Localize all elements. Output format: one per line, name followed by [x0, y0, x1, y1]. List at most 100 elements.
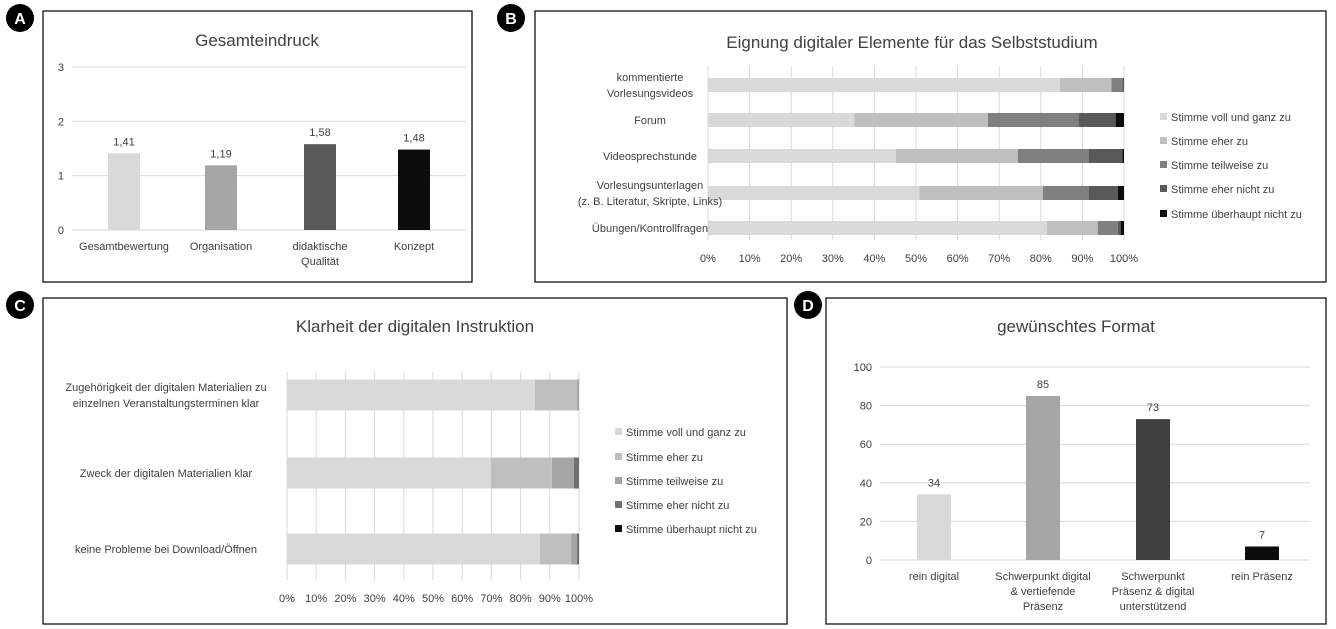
data-label: 1,19: [210, 148, 231, 160]
bar-segment: [1047, 221, 1098, 235]
y-tick-label: Videosprechstunde: [603, 151, 697, 163]
legend-swatch: [1160, 210, 1167, 217]
chart-c-title: Klarheit der digitalen Instruktion: [296, 317, 534, 336]
bar-segment: [708, 78, 1060, 92]
chart-a-title: Gesamteindruck: [195, 31, 319, 50]
x-tick-label: 0%: [700, 253, 716, 265]
x-tick-label: 50%: [905, 253, 927, 265]
bar-segment: [534, 379, 577, 411]
y-tick-label: Übungen/Kontrollfragen: [592, 223, 708, 235]
x-tick-label: rein digital: [909, 571, 959, 583]
bar-segment: [551, 457, 575, 489]
x-tick-label: 30%: [822, 253, 844, 265]
bar: [1026, 395, 1060, 560]
bar-segment: [854, 113, 988, 127]
x-tick-label: 80%: [510, 593, 532, 605]
legend-label: Stimme teilweise zu: [626, 476, 723, 488]
x-tick-label: 100%: [565, 593, 593, 605]
y-tick-label: Zweck der digitalen Materialien klar: [80, 468, 253, 480]
panel-b: [534, 10, 1327, 283]
bar-segment: [1117, 186, 1124, 200]
legend-label: Stimme eher zu: [1171, 136, 1248, 148]
legend-swatch: [615, 501, 622, 508]
bar-segment: [896, 149, 1018, 163]
bar-segment: [571, 533, 577, 565]
y-tick-label: Forum: [634, 115, 666, 127]
legend-swatch: [1160, 185, 1167, 192]
bar-segment: [1042, 186, 1089, 200]
data-label: 1,48: [403, 133, 424, 145]
bar-segment: [1117, 221, 1121, 235]
data-label: 1,58: [309, 127, 330, 139]
bar: [1136, 419, 1170, 560]
panel-a: [42, 10, 473, 283]
badge-b-label: B: [505, 11, 517, 28]
legend-swatch: [1160, 113, 1167, 120]
bar-segment: [287, 533, 540, 565]
bar-segment: [1059, 78, 1112, 92]
data-label: 34: [928, 477, 940, 489]
x-tick-label: 90%: [1071, 253, 1093, 265]
legend-label: Stimme voll und ganz zu: [1171, 112, 1291, 124]
y-tick-label: 20: [860, 516, 872, 528]
x-tick-label: Organisation: [190, 241, 252, 253]
x-tick-label: 20%: [334, 593, 356, 605]
bar-segment: [1097, 221, 1118, 235]
bar-segment: [919, 186, 1043, 200]
y-tick-label: keine Probleme bei Download/Öffnen: [75, 544, 257, 556]
legend-label: Stimme überhaupt nicht zu: [626, 524, 757, 536]
badge-b: B: [497, 4, 525, 32]
y-tick-label: 40: [860, 478, 872, 490]
bar-segment: [1111, 78, 1123, 92]
bar-segment: [287, 379, 535, 411]
data-label: 73: [1147, 402, 1159, 414]
data-label: 85: [1037, 379, 1049, 391]
legend-swatch: [1160, 137, 1167, 144]
data-label: 7: [1259, 529, 1265, 541]
bar: [1245, 546, 1279, 560]
y-tick-label: 0: [58, 225, 64, 237]
legend-label: Stimme teilweise zu: [1171, 160, 1268, 172]
chart-a: 0 1 2 3 1,41 Gesamtbewertung 1,19 Organisation 1…: [58, 62, 466, 268]
data-label: 1,41: [113, 136, 134, 148]
bar-segment: [708, 221, 1048, 235]
bar-segment: [1120, 221, 1124, 235]
y-tick-label: 0: [866, 555, 872, 567]
x-tick-label: 10%: [305, 593, 327, 605]
badge-c: C: [6, 291, 34, 319]
y-tick-label: 100: [854, 362, 872, 374]
legend-swatch: [615, 525, 622, 532]
legend-label: Stimme voll und ganz zu: [626, 427, 746, 439]
x-tick-label: 100%: [1110, 253, 1138, 265]
badge-a: A: [6, 4, 34, 32]
legend-swatch: [615, 428, 622, 435]
legend-swatch: [615, 453, 622, 460]
bar-segment: [576, 379, 579, 411]
y-tick-label: 80: [860, 401, 872, 413]
chart-d-title: gewünschtes Format: [997, 317, 1155, 336]
x-tick-label: 0%: [279, 593, 295, 605]
panel-d: [825, 297, 1327, 625]
bar-segment: [1122, 78, 1124, 92]
legend-swatch: [1160, 161, 1167, 168]
legend-label: Stimme eher nicht zu: [626, 500, 729, 512]
bar-segment: [539, 533, 572, 565]
x-tick-label: didaktische Qualität: [292, 241, 347, 268]
bar-segment: [1088, 149, 1123, 163]
x-tick-label: Konzept: [394, 241, 434, 253]
x-tick-label: 60%: [451, 593, 473, 605]
bar-segment: [987, 113, 1079, 127]
bar-segment: [574, 457, 579, 489]
x-tick-label: 10%: [739, 253, 761, 265]
x-tick-label: rein Präsenz: [1231, 571, 1293, 583]
y-tick-label: 3: [58, 62, 64, 74]
x-tick-label: 40%: [393, 593, 415, 605]
bar: [205, 165, 237, 230]
badge-d-label: D: [802, 298, 814, 315]
y-tick-label: 60: [860, 439, 872, 451]
x-tick-label: 80%: [1030, 253, 1052, 265]
bar-segment: [1078, 113, 1116, 127]
badge-a-label: A: [14, 11, 26, 28]
bar-segment: [1115, 113, 1124, 127]
